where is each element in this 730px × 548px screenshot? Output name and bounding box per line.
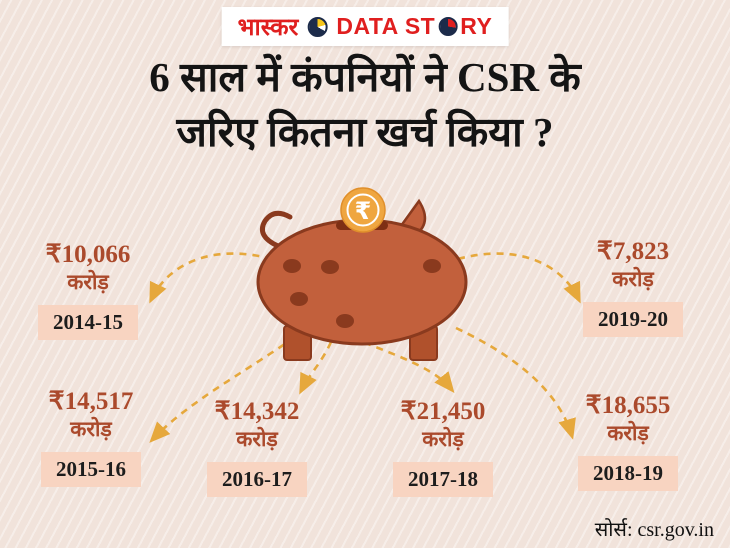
data-point-2019-20: ₹7,823 करोड़ 2019-20 xyxy=(557,238,709,337)
data-point-2015-16: ₹14,517 करोड़ 2015-16 xyxy=(15,388,167,487)
data-point-2016-17: ₹14,342 करोड़ 2016-17 xyxy=(181,398,333,497)
piggy-body xyxy=(256,218,468,346)
amount-label: ₹18,655 xyxy=(585,392,671,419)
masthead: भास्कर DATA ST RY xyxy=(221,7,509,46)
data-story-text-post: RY xyxy=(460,13,493,39)
year-badge: 2016-17 xyxy=(207,461,307,497)
amount-label: ₹21,450 xyxy=(400,398,486,425)
title-line-1: 6 साल में कंपनियों ने CSR के xyxy=(149,54,581,100)
year-badge: 2015-16 xyxy=(41,451,141,487)
unit-label: करोड़ xyxy=(236,426,278,451)
year-badge: 2018-19 xyxy=(578,455,678,491)
bhaskar-pie-icon xyxy=(307,16,328,37)
amount-label: ₹14,517 xyxy=(48,388,134,415)
amount-label: ₹10,066 xyxy=(45,241,131,268)
bhaskar-logo: भास्कर xyxy=(237,15,299,41)
amount-label: ₹14,342 xyxy=(214,398,300,425)
data-point-2018-19: ₹18,655 करोड़ 2018-19 xyxy=(552,392,704,491)
year-badge: 2019-20 xyxy=(583,301,683,337)
piggy-spots xyxy=(283,259,441,328)
story-o-pie-icon xyxy=(438,17,458,36)
data-point-2014-15: ₹10,066 करोड़ 2014-15 xyxy=(12,241,164,340)
unit-label: करोड़ xyxy=(70,416,112,441)
data-story-logo: DATA ST RY xyxy=(336,13,492,40)
unit-label: करोड़ xyxy=(612,266,654,291)
year-badge: 2017-18 xyxy=(393,461,493,497)
year-badge: 2014-15 xyxy=(38,304,138,340)
piggy-bank-illustration: ₹ xyxy=(256,187,468,361)
rupee-symbol: ₹ xyxy=(355,197,372,225)
data-point-2017-18: ₹21,450 करोड़ 2017-18 xyxy=(367,398,519,497)
page-title: 6 साल में कंपनियों ने CSR के जरिए कितना … xyxy=(0,50,730,160)
data-story-text-pre: DATA ST xyxy=(336,13,436,39)
unit-label: करोड़ xyxy=(422,426,464,451)
unit-label: करोड़ xyxy=(607,420,649,445)
amount-label: ₹7,823 xyxy=(596,238,670,265)
piggy-tail xyxy=(259,210,293,249)
source-credit: सोर्स: csr.gov.in xyxy=(594,519,714,541)
title-line-2: जरिए कितना खर्च किया ? xyxy=(176,108,554,155)
rupee-coin: ₹ xyxy=(340,187,386,233)
unit-label: करोड़ xyxy=(67,269,109,294)
